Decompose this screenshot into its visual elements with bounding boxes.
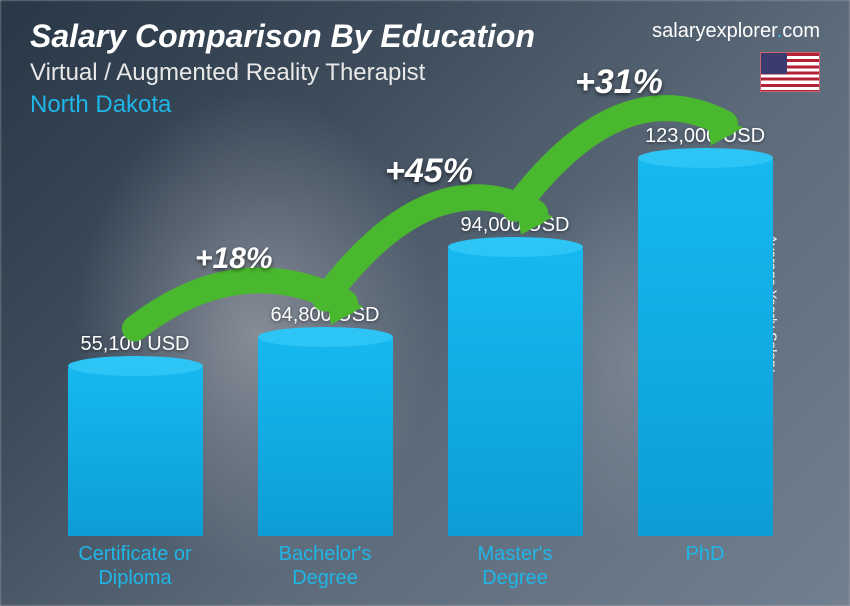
category-label: Certificate orDiploma <box>50 542 220 598</box>
bar-group: 64,800 USD <box>240 304 410 536</box>
bar-value-label: 64,800 USD <box>271 304 380 327</box>
bar-chart: 55,100 USD64,800 USD94,000 USD123,000 US… <box>50 136 790 536</box>
bar-value-label: 94,000 USD <box>461 214 570 237</box>
job-subtitle: Virtual / Augmented Reality Therapist <box>30 59 535 87</box>
bar-group: 123,000 USD <box>620 125 790 536</box>
bar-value-label: 55,100 USD <box>81 333 190 356</box>
bar <box>638 158 773 536</box>
increase-pct-label: +31% <box>575 63 663 102</box>
bar-group: 55,100 USD <box>50 333 220 536</box>
brand-label: salaryexplorer.com <box>652 20 820 43</box>
bar-group: 94,000 USD <box>430 214 600 536</box>
category-label: Master'sDegree <box>430 542 600 598</box>
brand-mid: explorer <box>705 20 776 42</box>
location-label: North Dakota <box>30 91 535 119</box>
brand-pre: salary <box>652 20 705 42</box>
bar <box>68 366 203 536</box>
bar <box>448 247 583 536</box>
page-title: Salary Comparison By Education <box>30 18 535 55</box>
bar <box>258 337 393 536</box>
infographic-content: Salary Comparison By Education Virtual /… <box>0 0 850 606</box>
category-label: PhD <box>620 542 790 598</box>
flag-icon <box>760 52 820 92</box>
category-labels: Certificate orDiploma Bachelor'sDegree Mas… <box>50 542 790 598</box>
header: Salary Comparison By Education Virtual /… <box>30 18 535 119</box>
bar-value-label: 123,000 USD <box>645 125 765 148</box>
brand-post: com <box>782 20 820 42</box>
category-label: Bachelor'sDegree <box>240 542 410 598</box>
